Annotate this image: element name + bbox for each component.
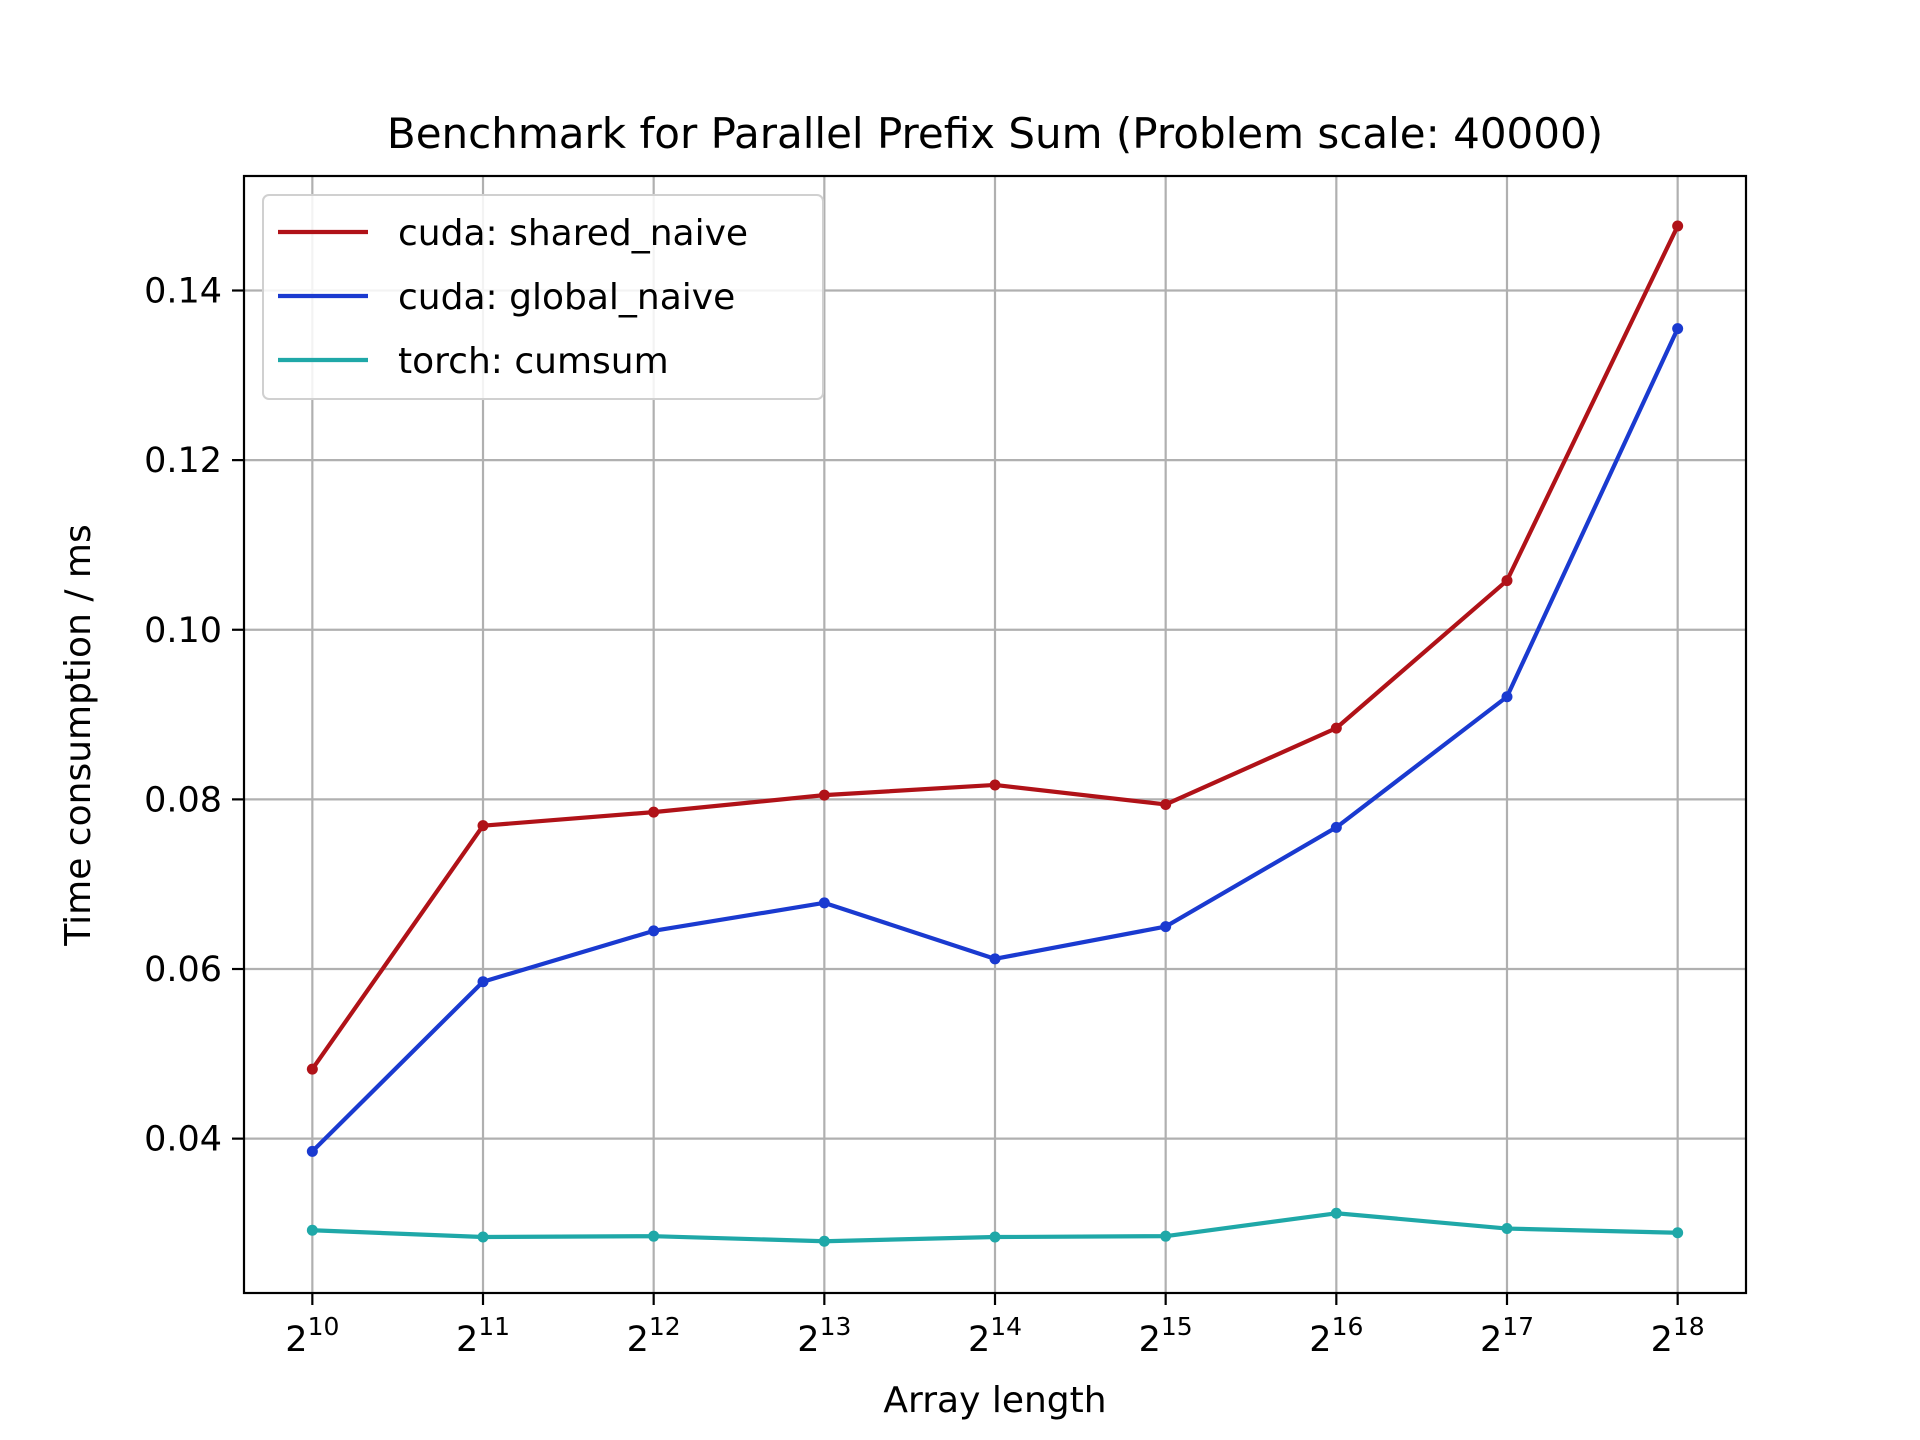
x-tick-base: 2 [1309,1320,1331,1360]
data-point [648,806,660,818]
x-tick-exponent: 10 [308,1312,340,1341]
x-tick-base: 2 [627,1320,649,1360]
data-point [306,1145,318,1157]
data-point [989,953,1001,965]
data-point [1160,921,1172,933]
x-tick-base: 2 [797,1320,819,1360]
x-tick-base: 2 [1651,1320,1673,1360]
y-axis-label: Time consumption / ms [58,524,99,946]
data-point [477,1231,489,1243]
y-tick-label: 0.12 [144,441,222,481]
data-point [1330,1207,1342,1219]
x-tick-base: 2 [285,1320,307,1360]
x-tick-exponent: 18 [1673,1312,1705,1341]
data-point [1501,575,1513,587]
x-tick-label: 210 [285,1312,339,1360]
data-point [1672,1227,1684,1239]
data-point [989,779,1001,791]
x-tick-label: 218 [1651,1312,1705,1360]
x-tick-base: 2 [1139,1320,1161,1360]
data-point [1160,1230,1172,1242]
legend-label: cuda: global_naive [398,277,735,318]
x-tick-label: 215 [1139,1312,1193,1360]
x-tick-base: 2 [1480,1320,1502,1360]
data-point [818,897,830,909]
legend-label: cuda: shared_naive [398,213,748,254]
x-tick-label: 212 [627,1312,681,1360]
data-point [477,976,489,988]
legend-label: torch: cumsum [398,341,669,382]
data-point [1330,722,1342,734]
x-tick-label: 216 [1309,1312,1363,1360]
y-axis: 0.04 0.06 0.08 0.10 0.12 0.14 [144,271,244,1160]
x-tick-exponent: 15 [1161,1312,1193,1341]
x-tick-exponent: 14 [990,1312,1022,1341]
x-tick-exponent: 11 [478,1312,510,1341]
data-point [818,1235,830,1247]
x-tick-exponent: 13 [820,1312,852,1341]
x-tick-exponent: 17 [1502,1312,1534,1341]
x-tick-label: 213 [797,1312,851,1360]
x-axis-label: Array length [883,1380,1106,1421]
data-point [1672,220,1684,232]
y-tick-label: 0.08 [144,780,222,820]
data-point [1501,691,1513,703]
legend-box [262,194,824,400]
x-tick-base: 2 [456,1320,478,1360]
y-tick-label: 0.04 [144,1120,222,1160]
data-point [989,1231,1001,1243]
data-point [648,925,660,937]
y-tick-label: 0.06 [144,950,222,990]
data-point [1672,323,1684,335]
x-tick-exponent: 16 [1332,1312,1364,1341]
data-point [1501,1223,1513,1235]
x-axis: 210 211 212 213 214 215 216 217 218 [285,1293,1705,1360]
data-point [1330,821,1342,833]
x-tick-label: 217 [1480,1312,1534,1360]
x-tick-label: 214 [968,1312,1022,1360]
series-lines [306,220,1684,1247]
data-point [306,1224,318,1236]
x-tick-base: 2 [968,1320,990,1360]
chart-title: Benchmark for Parallel Prefix Sum (Probl… [387,109,1603,158]
legend: cuda: shared_naive cuda: global_naivetorc… [262,194,824,400]
data-point [306,1063,318,1075]
data-point [477,820,489,832]
y-tick-label: 0.10 [144,611,222,651]
data-point [648,1230,660,1242]
data-point [818,789,830,801]
x-tick-exponent: 12 [649,1312,681,1341]
data-point [1160,798,1172,810]
y-tick-label: 0.14 [144,271,222,311]
x-tick-label: 211 [456,1312,510,1360]
